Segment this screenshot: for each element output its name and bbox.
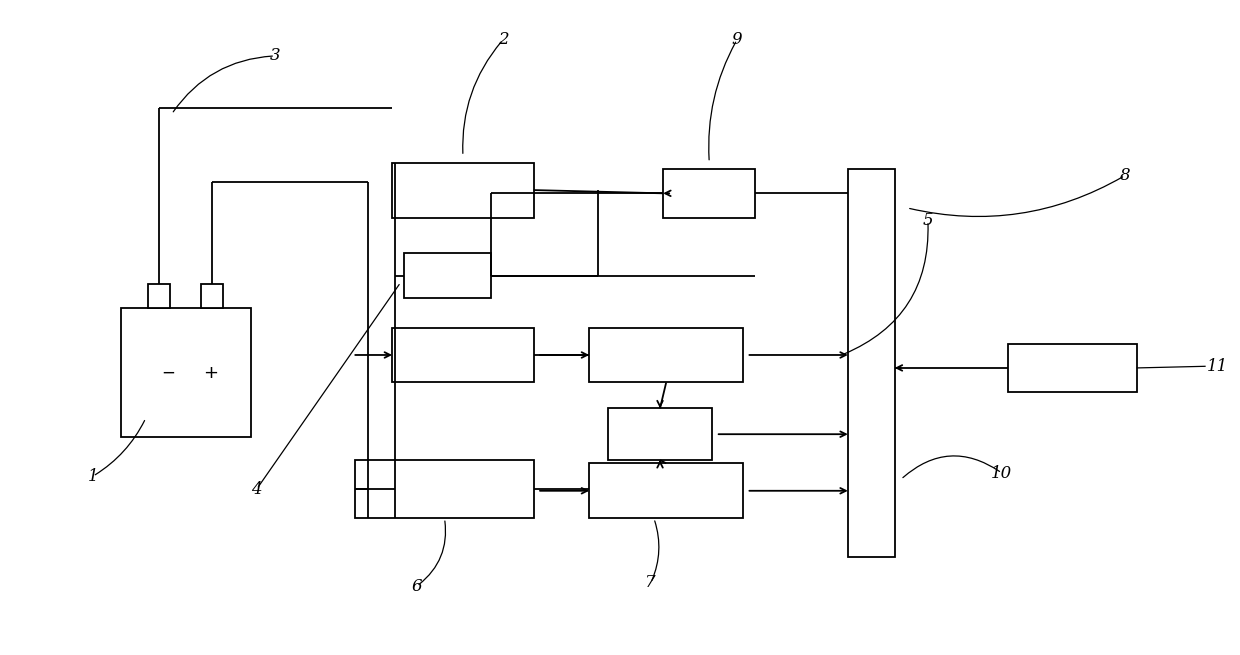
Bar	[848, 169, 895, 557]
Bar	[663, 169, 755, 217]
Text: +: +	[203, 364, 218, 382]
Text: 9: 9	[732, 31, 743, 48]
Bar	[589, 463, 743, 518]
Bar	[355, 460, 533, 518]
Text: −: −	[161, 364, 175, 382]
Bar	[392, 162, 533, 217]
Text: 2: 2	[497, 31, 508, 48]
Bar	[404, 253, 491, 299]
Bar	[392, 328, 533, 383]
Text: 8: 8	[1120, 167, 1131, 184]
Text: 7: 7	[646, 574, 656, 591]
Text: 11: 11	[1207, 358, 1228, 375]
Text: 3: 3	[270, 47, 280, 64]
Bar	[149, 284, 170, 308]
Bar	[201, 284, 223, 308]
Text: 4: 4	[252, 481, 262, 498]
Bar	[122, 308, 250, 438]
Text: 10: 10	[991, 464, 1012, 481]
Text: 6: 6	[412, 578, 422, 595]
Bar	[1008, 344, 1137, 392]
Text: 5: 5	[923, 212, 934, 229]
Bar	[608, 408, 712, 460]
Bar	[589, 328, 743, 383]
Text: 1: 1	[88, 468, 98, 485]
